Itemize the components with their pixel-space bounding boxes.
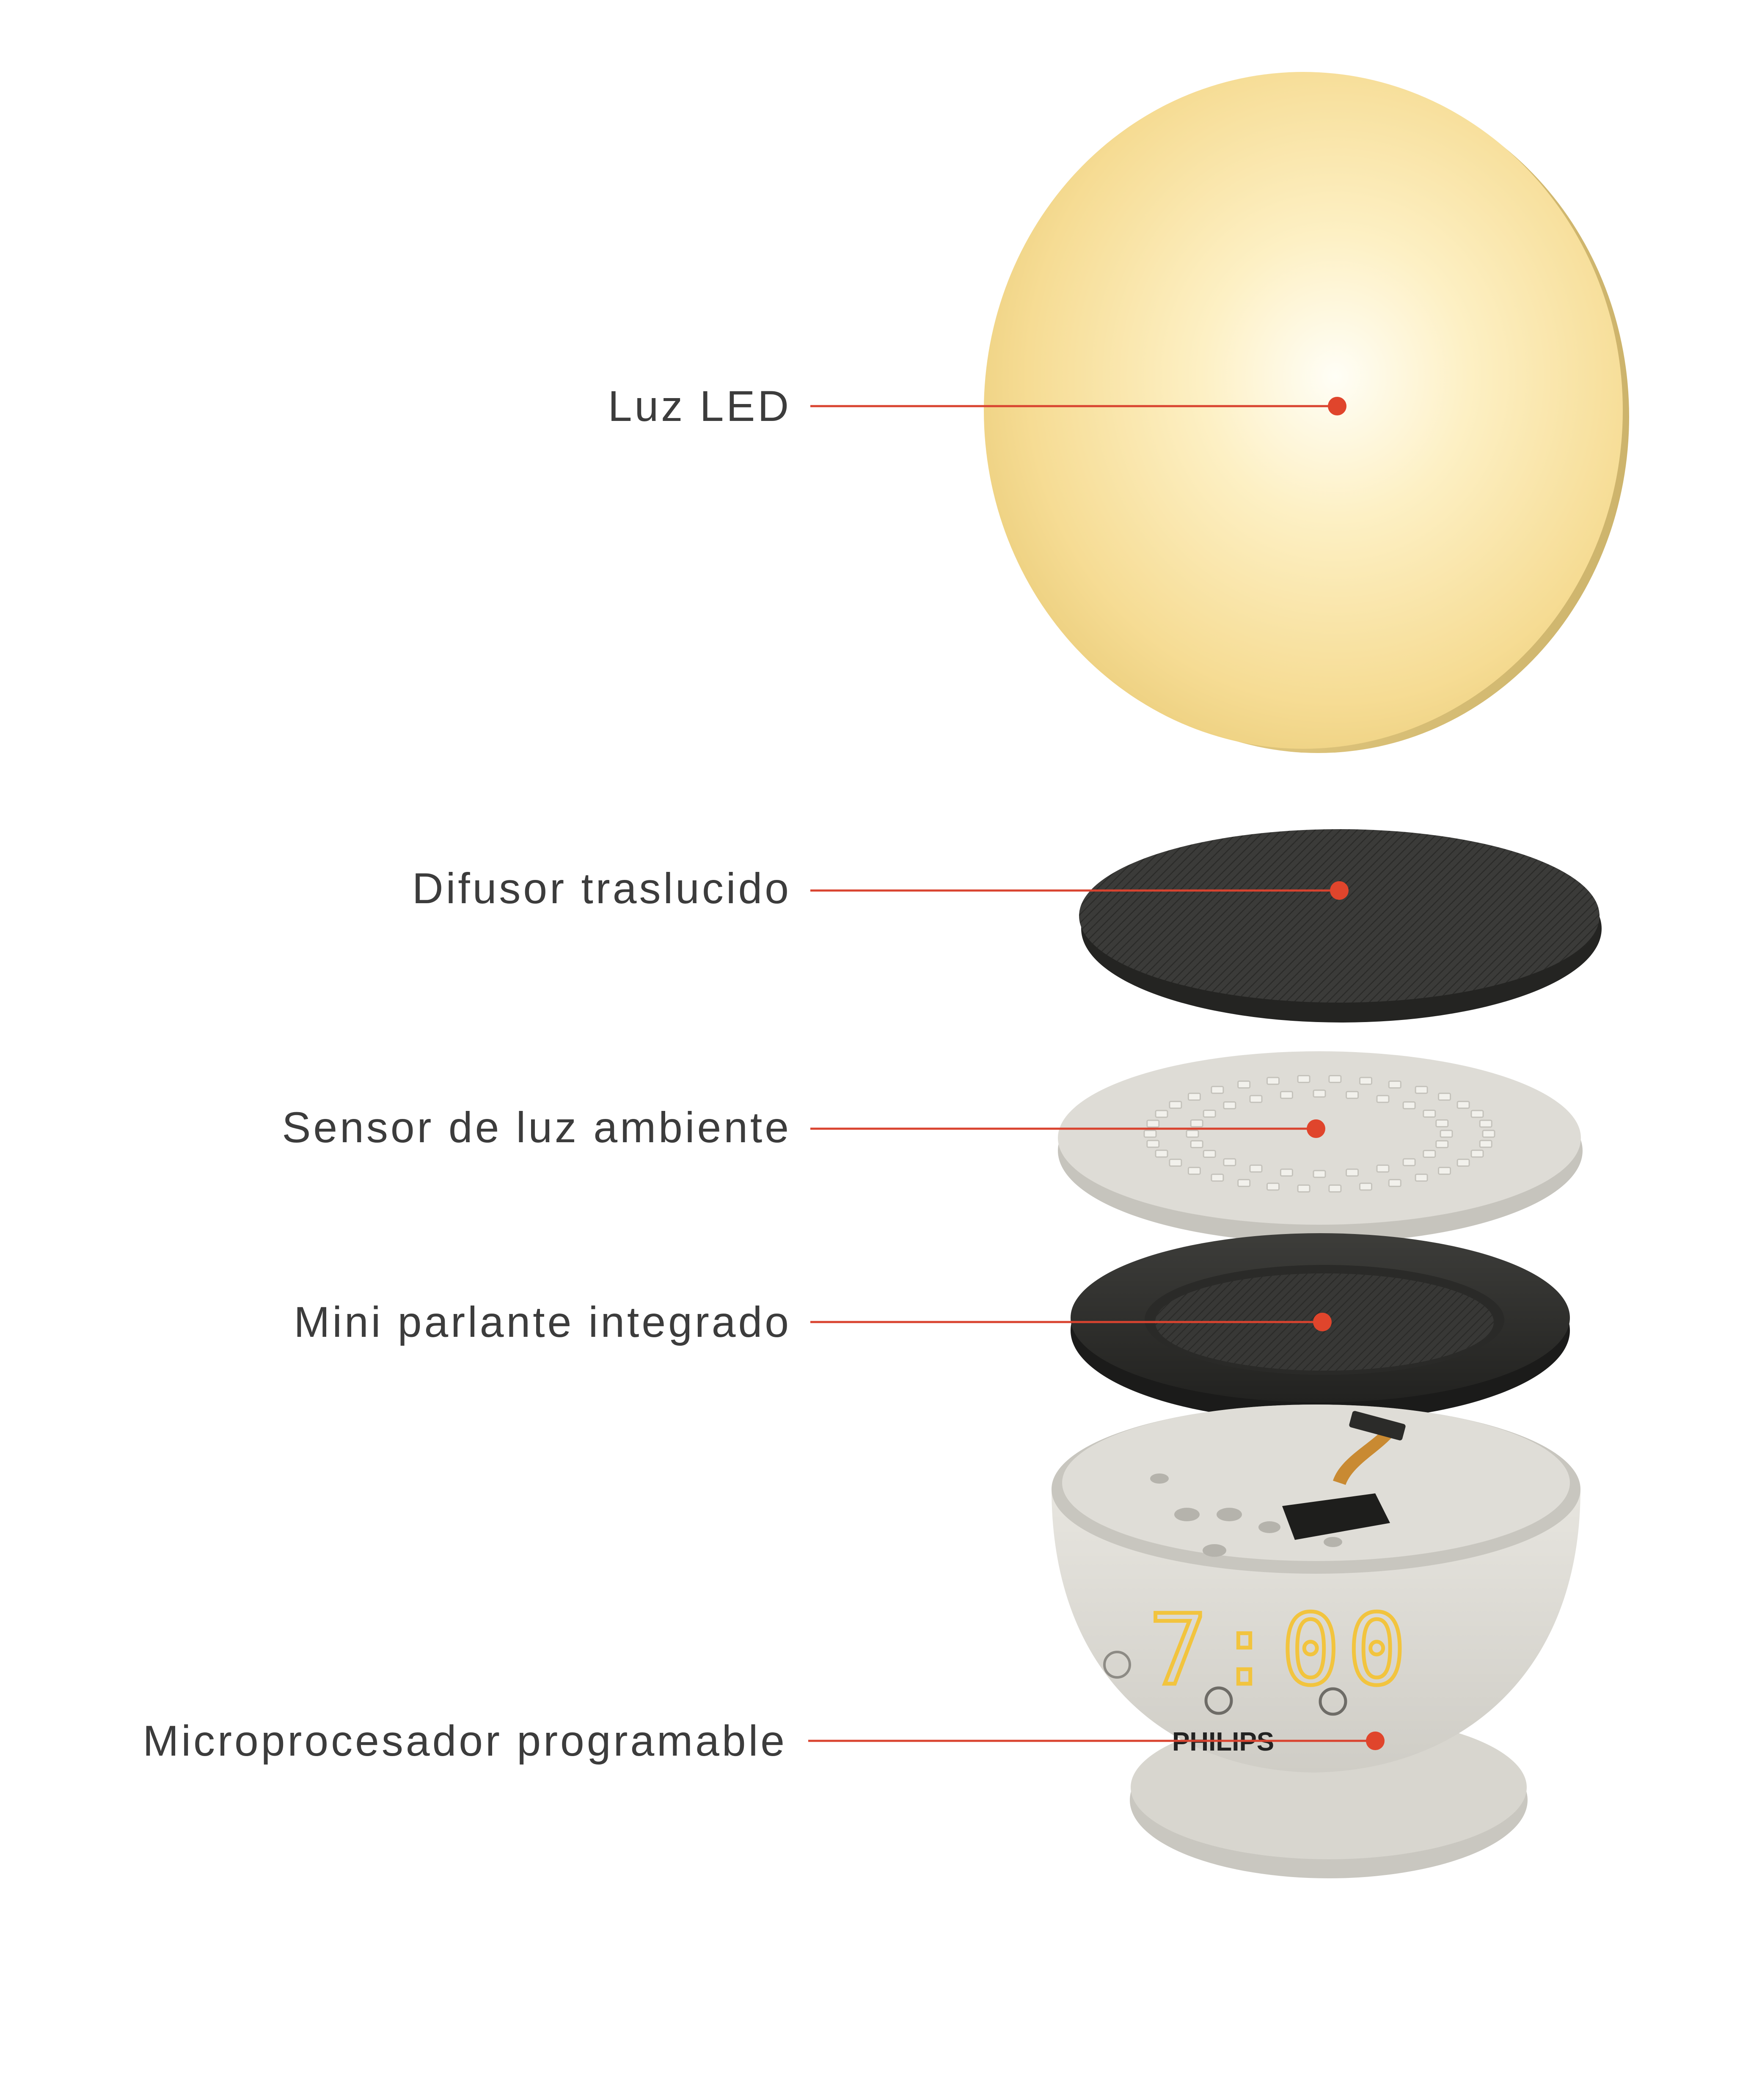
callout-luz-led: Luz LED <box>608 382 1346 430</box>
sensor-perforation <box>1438 1167 1451 1175</box>
sensor-perforation <box>1187 1092 1201 1101</box>
callout-dot <box>1330 881 1349 900</box>
sensor-perforation <box>1313 1170 1326 1178</box>
sensor-perforation <box>1423 1150 1436 1158</box>
sensor-perforation <box>1415 1086 1428 1094</box>
sensor-perforation <box>1211 1086 1224 1094</box>
ambient-sensor-plate <box>1058 1051 1583 1243</box>
sensor-perforation <box>1280 1091 1293 1099</box>
sensor-perforation <box>1435 1140 1449 1149</box>
sensor-perforation <box>1190 1119 1203 1127</box>
sensor-perforation <box>1402 1101 1416 1110</box>
sensor-perforation <box>1328 1184 1342 1193</box>
sensor-perforation <box>1280 1168 1293 1177</box>
sensor-perforation <box>1211 1174 1224 1182</box>
led-light-disc <box>984 72 1629 753</box>
sensor-perforation <box>1346 1091 1359 1099</box>
callout-dot <box>1313 1313 1332 1331</box>
front-button-right <box>1319 1687 1347 1716</box>
sensor-perforation <box>1169 1158 1182 1167</box>
sensor-perforation <box>1479 1140 1492 1148</box>
sensor-perforation <box>1423 1110 1436 1118</box>
sensor-perforation <box>1237 1080 1251 1089</box>
sensor-perforation <box>1249 1095 1263 1103</box>
sensor-perforation <box>1388 1080 1401 1089</box>
sensor-perforation <box>1470 1110 1484 1118</box>
callout-label: Sensor de luz ambiente <box>282 1103 791 1152</box>
callout-label: Difusor traslucido <box>412 864 791 913</box>
sensor-perforation <box>1146 1140 1160 1148</box>
sensor-perforation <box>1297 1075 1311 1083</box>
callout-label: Microprocesador programable <box>143 1717 787 1765</box>
sensor-perforation <box>1187 1167 1201 1175</box>
callout-sensor: Sensor de luz ambiente <box>282 1103 1325 1152</box>
sensor-perforation <box>1376 1095 1390 1103</box>
sensor-perforation <box>1313 1089 1326 1098</box>
sensor-perforation <box>1169 1101 1182 1109</box>
callout-microprocesador: Microprocesador programable <box>143 1717 1385 1765</box>
sensor-perforation <box>1482 1130 1495 1138</box>
sensor-perforation <box>1479 1119 1492 1128</box>
sensor-perforation <box>1203 1150 1216 1158</box>
sensor-perforation <box>1470 1149 1484 1158</box>
internal-holes <box>1150 1473 1342 1557</box>
callout-dot <box>1328 397 1346 415</box>
sensor-perforation <box>1388 1179 1401 1187</box>
side-button <box>1103 1651 1131 1679</box>
sensor-perforation <box>1190 1140 1203 1149</box>
sensor-perforations <box>1143 1075 1495 1193</box>
sensor-perforation <box>1237 1179 1251 1187</box>
callout-parlante: Mini parlante integrado <box>294 1298 1332 1346</box>
sensor-perforation <box>1438 1092 1451 1101</box>
sensor-perforation <box>1376 1164 1390 1173</box>
front-button-left <box>1204 1686 1233 1715</box>
sensor-perforation <box>1440 1130 1453 1138</box>
sensor-perforation <box>1359 1077 1372 1085</box>
sensor-perforation <box>1402 1158 1416 1166</box>
diffuser-plate <box>1079 829 1602 1023</box>
sensor-perforation <box>1155 1110 1168 1118</box>
base-housing: 7:00 PHILIPS <box>1052 1405 1580 1878</box>
sensor-perforation <box>1415 1174 1428 1182</box>
sensor-perforation <box>1297 1184 1311 1193</box>
callout-label: Luz LED <box>608 382 791 430</box>
sensor-perforation <box>1186 1130 1199 1138</box>
sensor-perforation <box>1266 1182 1280 1191</box>
sensor-perforation <box>1456 1158 1470 1167</box>
sensor-perforation <box>1359 1182 1372 1191</box>
sensor-perforation <box>1435 1119 1449 1127</box>
sensor-perforation <box>1155 1149 1168 1158</box>
callout-difusor: Difusor traslucido <box>412 864 1349 913</box>
sensor-perforation <box>1249 1164 1263 1173</box>
sensor-perforation <box>1143 1130 1157 1138</box>
sensor-perforation <box>1146 1119 1160 1128</box>
sensor-perforation <box>1223 1158 1236 1166</box>
clock-display: 7:00 <box>1149 1594 1414 1707</box>
sensor-perforation <box>1223 1101 1236 1110</box>
callout-dot <box>1307 1119 1325 1138</box>
callout-dot <box>1366 1732 1385 1750</box>
sensor-perforation <box>1266 1077 1280 1085</box>
callout-label: Mini parlante integrado <box>294 1298 791 1346</box>
sensor-perforation <box>1346 1168 1359 1177</box>
sensor-perforation <box>1456 1101 1470 1109</box>
sensor-perforation <box>1203 1110 1216 1118</box>
sensor-perforation <box>1328 1075 1342 1083</box>
